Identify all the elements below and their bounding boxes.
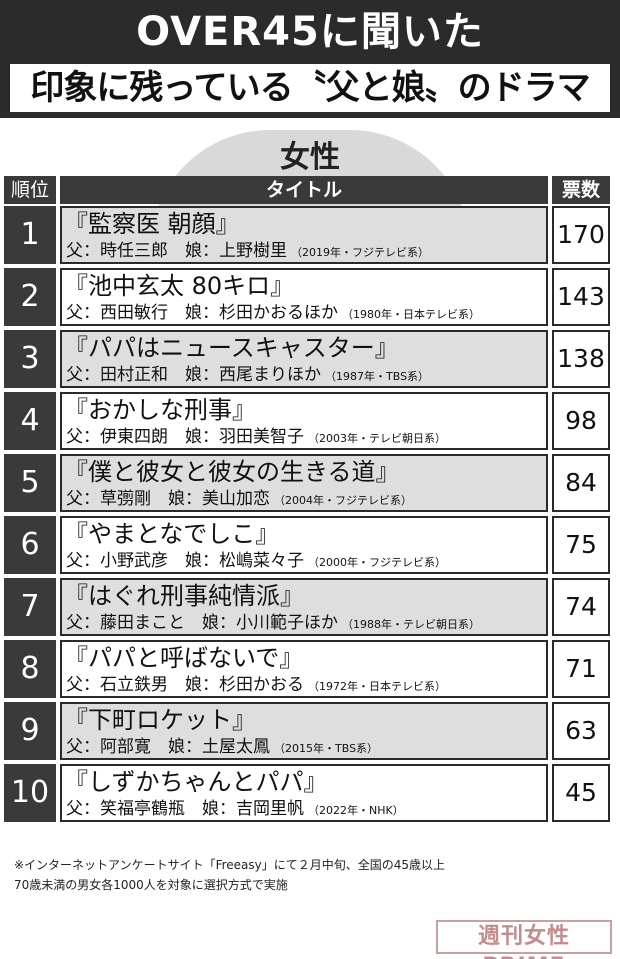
cast-names: 父：田村正和 娘：西尾まりほか [66,365,321,385]
cast-line: 父：時任三郎 娘：上野樹里 （2019年・フジテレビ系） [66,240,429,264]
rank-cell: 10 [4,764,56,822]
rank-cell: 3 [4,330,56,388]
votes-cell: 45 [552,764,610,822]
table-row: 4 『おかしな刑事』 父：伊東四朗 娘：羽田美智子 （2003年・テレビ朝日系） … [0,392,620,454]
header-title: タイトル [60,176,548,204]
broadcast-note: （1987年・TBS系） [325,370,430,383]
cast-names: 父：草彅剛 娘：美山加恋 [66,489,270,509]
drama-title: 『パパと呼ばないで』 [64,644,304,672]
title-cell: 『はぐれ刑事純情派』 父：藤田まこと 娘：小川範子ほか （1988年・テレビ朝日系… [60,578,548,636]
drama-title: 『下町ロケット』 [64,706,256,734]
votes-cell: 71 [552,640,610,698]
drama-title: 『監察医 朝顔』 [64,210,240,238]
title-cell: 『パパはニュースキャスター』 父：田村正和 娘：西尾まりほか （1987年・TBS… [60,330,548,388]
cast-line: 父：笑福亭鶴瓶 娘：吉岡里帆 （2022年・NHK） [66,798,404,822]
category-label: 女性 [280,140,340,175]
cast-names: 父：石立鉄男 娘：杉田かおる [66,675,304,695]
rank-cell: 8 [4,640,56,698]
cast-line: 父：石立鉄男 娘：杉田かおる （1972年・日本テレビ系） [66,674,446,698]
survey-footnote: ※インターネットアンケートサイト「Freeasy」にて２月中旬、全国の45歳以上… [14,855,614,895]
cast-line: 父：伊東四朗 娘：羽田美智子 （2003年・テレビ朝日系） [66,426,446,450]
rank-cell: 1 [4,206,56,264]
broadcast-note: （2019年・フジテレビ系） [291,246,429,259]
page-title: OVER45に聞いた [136,9,484,55]
cast-line: 父：草彅剛 娘：美山加恋 （2004年・フジテレビ系） [66,488,412,512]
table-row: 9 『下町ロケット』 父：阿部寛 娘：土屋太鳳 （2015年・TBS系） 63 [0,702,620,764]
table-row: 10 『しずかちゃんとパパ』 父：笑福亭鶴瓶 娘：吉岡里帆 （2022年・NHK）… [0,764,620,826]
drama-title: 『しずかちゃんとパパ』 [64,768,328,796]
votes-cell: 75 [552,516,610,574]
cast-names: 父：阿部寛 娘：土屋太鳳 [66,737,270,757]
table-row: 6 『やまとなでしこ』 父：小野武彦 娘：松嶋菜々子 （2000年・フジテレビ系）… [0,516,620,578]
broadcast-note: （1988年・テレビ朝日系） [342,618,480,631]
cast-line: 父：小野武彦 娘：松嶋菜々子 （2000年・フジテレビ系） [66,550,446,574]
cast-names: 父：時任三郎 娘：上野樹里 [66,241,287,261]
title-cell: 『パパと呼ばないで』 父：石立鉄男 娘：杉田かおる （1972年・日本テレビ系） [60,640,548,698]
footnote-line: ※インターネットアンケートサイト「Freeasy」にて２月中旬、全国の45歳以上 [14,858,446,872]
votes-cell: 84 [552,454,610,512]
drama-title: 『はぐれ刑事純情派』 [64,582,304,610]
votes-cell: 63 [552,702,610,760]
rank-cell: 4 [4,392,56,450]
drama-title: 『僕と彼女と彼女の生きる道』 [64,458,400,486]
title-cell: 『監察医 朝顔』 父：時任三郎 娘：上野樹里 （2019年・フジテレビ系） [60,206,548,264]
drama-title: 『池中玄太 80キロ』 [64,272,295,300]
votes-cell: 138 [552,330,610,388]
table-row: 1 『監察医 朝顔』 父：時任三郎 娘：上野樹里 （2019年・フジテレビ系） 1… [0,206,620,268]
title-cell: 『やまとなでしこ』 父：小野武彦 娘：松嶋菜々子 （2000年・フジテレビ系） [60,516,548,574]
rank-cell: 7 [4,578,56,636]
drama-title: 『おかしな刑事』 [64,396,256,424]
rank-cell: 6 [4,516,56,574]
rank-cell: 9 [4,702,56,760]
title-cell: 『おかしな刑事』 父：伊東四朗 娘：羽田美智子 （2003年・テレビ朝日系） [60,392,548,450]
cast-names: 父：西田敏行 娘：杉田かおるほか [66,303,338,323]
broadcast-note: （2015年・TBS系） [274,742,379,755]
title-cell: 『僕と彼女と彼女の生きる道』 父：草彅剛 娘：美山加恋 （2004年・フジテレビ系… [60,454,548,512]
title-cell: 『しずかちゃんとパパ』 父：笑福亭鶴瓶 娘：吉岡里帆 （2022年・NHK） [60,764,548,822]
table-row: 5 『僕と彼女と彼女の生きる道』 父：草彅剛 娘：美山加恋 （2004年・フジテレ… [0,454,620,516]
votes-cell: 143 [552,268,610,326]
broadcast-note: （2004年・フジテレビ系） [274,494,412,507]
cast-names: 父：伊東四朗 娘：羽田美智子 [66,427,304,447]
footnote-line: 70歳未満の男女各1000人を対象に選択方式で実施 [14,878,288,892]
rank-cell: 2 [4,268,56,326]
page-subtitle: 印象に残っている〝父と娘〟のドラマ [10,64,610,112]
header-votes: 票数 [552,176,610,204]
drama-title: 『やまとなでしこ』 [64,520,280,548]
cast-names: 父：笑福亭鶴瓶 娘：吉岡里帆 [66,799,304,819]
header-banner: OVER45に聞いた 印象に残っている〝父と娘〟のドラマ [0,0,620,118]
table-row: 7 『はぐれ刑事純情派』 父：藤田まこと 娘：小川範子ほか （1988年・テレビ朝… [0,578,620,640]
votes-cell: 98 [552,392,610,450]
cast-names: 父：小野武彦 娘：松嶋菜々子 [66,551,304,571]
publisher-logo: 週刊女性PRIME [436,920,612,959]
broadcast-note: （1980年・日本テレビ系） [342,308,480,321]
ranking-table: 1 『監察医 朝顔』 父：時任三郎 娘：上野樹里 （2019年・フジテレビ系） 1… [0,206,620,826]
votes-cell: 170 [552,206,610,264]
table-row: 8 『パパと呼ばないで』 父：石立鉄男 娘：杉田かおる （1972年・日本テレビ系… [0,640,620,702]
header-rank: 順位 [4,176,56,204]
cast-line: 父：田村正和 娘：西尾まりほか （1987年・TBS系） [66,364,429,388]
broadcast-note: （2003年・テレビ朝日系） [308,432,446,445]
drama-title: 『パパはニュースキャスター』 [64,334,399,362]
title-cell: 『下町ロケット』 父：阿部寛 娘：土屋太鳳 （2015年・TBS系） [60,702,548,760]
broadcast-note: （2000年・フジテレビ系） [308,556,446,569]
cast-line: 父：阿部寛 娘：土屋太鳳 （2015年・TBS系） [66,736,378,760]
table-row: 3 『パパはニュースキャスター』 父：田村正和 娘：西尾まりほか （1987年・T… [0,330,620,392]
cast-line: 父：藤田まこと 娘：小川範子ほか （1988年・テレビ朝日系） [66,612,480,636]
title-cell: 『池中玄太 80キロ』 父：西田敏行 娘：杉田かおるほか （1980年・日本テレビ… [60,268,548,326]
table-row: 2 『池中玄太 80キロ』 父：西田敏行 娘：杉田かおるほか （1980年・日本テ… [0,268,620,330]
rank-cell: 5 [4,454,56,512]
broadcast-note: （2022年・NHK） [308,804,404,817]
cast-names: 父：藤田まこと 娘：小川範子ほか [66,613,338,633]
cast-line: 父：西田敏行 娘：杉田かおるほか （1980年・日本テレビ系） [66,302,480,326]
broadcast-note: （1972年・日本テレビ系） [308,680,446,693]
votes-cell: 74 [552,578,610,636]
